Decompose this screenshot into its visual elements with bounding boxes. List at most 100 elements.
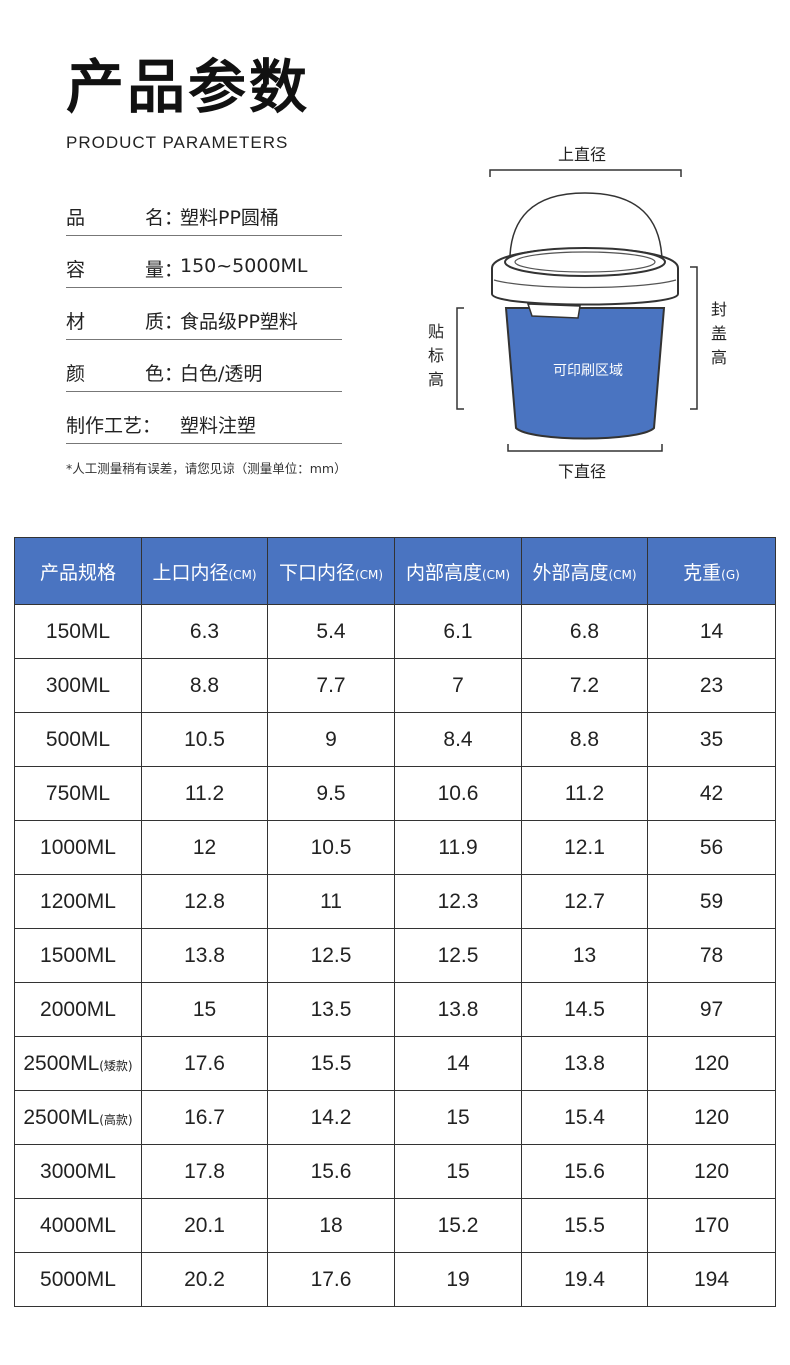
label-height-label: 贴标高 — [427, 322, 444, 389]
table-body: 150ML 6.3 5.4 6.1 6.8 14 300ML 8.8 7.7 7 7.2 23 500M… — [14, 604, 776, 1307]
measurement-note: *人工测量稍有误差，请您见谅（测量单位：mm） — [66, 461, 347, 476]
spec-cell: 1200ML — [14, 874, 142, 929]
table-cell: 15 — [394, 1144, 522, 1199]
table-cell: 6.3 — [141, 604, 268, 659]
table-cell: 10.6 — [394, 766, 522, 821]
table-cell: 12.7 — [521, 874, 648, 929]
table-cell: 15.5 — [521, 1198, 648, 1253]
table-row: 500ML 10.5 9 8.4 8.8 35 — [14, 712, 776, 767]
top-diameter-label: 上直径 — [558, 145, 607, 164]
table-cell: 97 — [647, 982, 776, 1037]
table-cell: 18 — [267, 1198, 395, 1253]
table-cell: 14.2 — [267, 1090, 395, 1145]
table-cell: 13.5 — [267, 982, 395, 1037]
table-row: 2500ML(矮款) 17.6 15.5 14 13.8 120 — [14, 1036, 776, 1091]
table-cell: 12.5 — [267, 928, 395, 983]
table-cell: 7.7 — [267, 658, 395, 713]
table-cell: 11.2 — [521, 766, 648, 821]
table-header-cell: 产品规格 — [14, 537, 142, 605]
table-cell: 8.8 — [141, 658, 268, 713]
param-row-color: 颜色 ： 白色/透明 — [66, 356, 342, 392]
table-cell: 15.6 — [267, 1144, 395, 1199]
table-row: 2000ML 15 13.5 13.8 14.5 97 — [14, 982, 776, 1037]
param-colon: ： — [164, 311, 184, 333]
table-cell: 17.6 — [267, 1252, 395, 1307]
table-cell: 13.8 — [394, 982, 522, 1037]
spec-cell: 500ML — [14, 712, 142, 767]
param-label: 容量 — [66, 259, 164, 281]
table-cell: 15.6 — [521, 1144, 648, 1199]
spec-cell: 2500ML(矮款) — [14, 1036, 142, 1091]
table-cell: 12 — [141, 820, 268, 875]
table-header-cell: 内部高度(CM) — [394, 537, 522, 605]
table-row: 750ML 11.2 9.5 10.6 11.2 42 — [14, 766, 776, 821]
table-cell: 42 — [647, 766, 776, 821]
param-colon: ： — [164, 259, 184, 281]
table-cell: 10.5 — [267, 820, 395, 875]
table-cell: 11.2 — [141, 766, 268, 821]
table-header-cell: 上口内径(CM) — [141, 537, 268, 605]
table-cell: 13.8 — [521, 1036, 648, 1091]
spec-cell: 3000ML — [14, 1144, 142, 1199]
param-row-name: 品名 ： 塑料PP圆桶 — [66, 200, 342, 236]
spec-table: 产品规格 上口内径(CM) 下口内径(CM) 内部高度(CM) 外部高度(CM) 克重(G… — [14, 537, 776, 1307]
lid-height-label: 封盖高 — [710, 300, 727, 367]
page-title: 产品参数 — [66, 53, 311, 121]
param-label: 品名 — [66, 207, 164, 229]
table-cell: 17.8 — [141, 1144, 268, 1199]
table-cell: 13.8 — [141, 928, 268, 983]
table-cell: 15.4 — [521, 1090, 648, 1145]
param-colon: ： — [164, 207, 184, 229]
table-cell: 120 — [647, 1090, 776, 1145]
table-cell: 120 — [647, 1036, 776, 1091]
table-header-cell: 克重(G) — [647, 537, 776, 605]
table-cell: 17.6 — [141, 1036, 268, 1091]
table-cell: 12.3 — [394, 874, 522, 929]
table-cell: 19 — [394, 1252, 522, 1307]
table-row: 5000ML 20.2 17.6 19 19.4 194 — [14, 1252, 776, 1307]
table-header-cell: 下口内径(CM) — [267, 537, 395, 605]
table-cell: 35 — [647, 712, 776, 767]
table-cell: 78 — [647, 928, 776, 983]
table-cell: 20.2 — [141, 1252, 268, 1307]
table-row: 1200ML 12.8 11 12.3 12.7 59 — [14, 874, 776, 929]
table-row: 300ML 8.8 7.7 7 7.2 23 — [14, 658, 776, 713]
table-cell: 13 — [521, 928, 648, 983]
param-row-capacity: 容量 ： 150~5000ML — [66, 252, 342, 288]
table-cell: 7 — [394, 658, 522, 713]
param-row-process: 制作工艺 ： 塑料注塑 — [66, 408, 342, 444]
param-colon: ： — [142, 415, 162, 437]
spec-cell: 4000ML — [14, 1198, 142, 1253]
table-cell: 15.2 — [394, 1198, 522, 1253]
table-cell: 11 — [267, 874, 395, 929]
print-area-label: 可印刷区域 — [553, 363, 623, 379]
table-cell: 8.4 — [394, 712, 522, 767]
spec-cell: 1000ML — [14, 820, 142, 875]
bucket-diagram: 上直径 下直径 贴标高 封盖高 可印刷区域 — [410, 130, 740, 490]
table-cell: 23 — [647, 658, 776, 713]
table-cell: 11.9 — [394, 820, 522, 875]
param-value: 150~5000ML — [180, 255, 308, 277]
table-row: 150ML 6.3 5.4 6.1 6.8 14 — [14, 604, 776, 659]
table-cell: 10.5 — [141, 712, 268, 767]
table-cell: 5.4 — [267, 604, 395, 659]
table-cell: 194 — [647, 1252, 776, 1307]
table-cell: 6.8 — [521, 604, 648, 659]
table-cell: 59 — [647, 874, 776, 929]
table-cell: 16.7 — [141, 1090, 268, 1145]
param-row-material: 材质 ： 食品级PP塑料 — [66, 304, 342, 340]
spec-cell: 1500ML — [14, 928, 142, 983]
spec-cell: 2500ML(高款) — [14, 1090, 142, 1145]
bottom-diameter-label: 下直径 — [558, 462, 607, 481]
table-cell: 9 — [267, 712, 395, 767]
table-row: 3000ML 17.8 15.6 15 15.6 120 — [14, 1144, 776, 1199]
page-subtitle: PRODUCT PARAMETERS — [66, 133, 289, 152]
table-cell: 6.1 — [394, 604, 522, 659]
table-cell: 12.8 — [141, 874, 268, 929]
table-cell: 12.1 — [521, 820, 648, 875]
table-cell: 15 — [394, 1090, 522, 1145]
table-cell: 120 — [647, 1144, 776, 1199]
table-cell: 14.5 — [521, 982, 648, 1037]
table-cell: 14 — [394, 1036, 522, 1091]
table-header-row: 产品规格 上口内径(CM) 下口内径(CM) 内部高度(CM) 外部高度(CM) 克重(G… — [14, 537, 776, 605]
